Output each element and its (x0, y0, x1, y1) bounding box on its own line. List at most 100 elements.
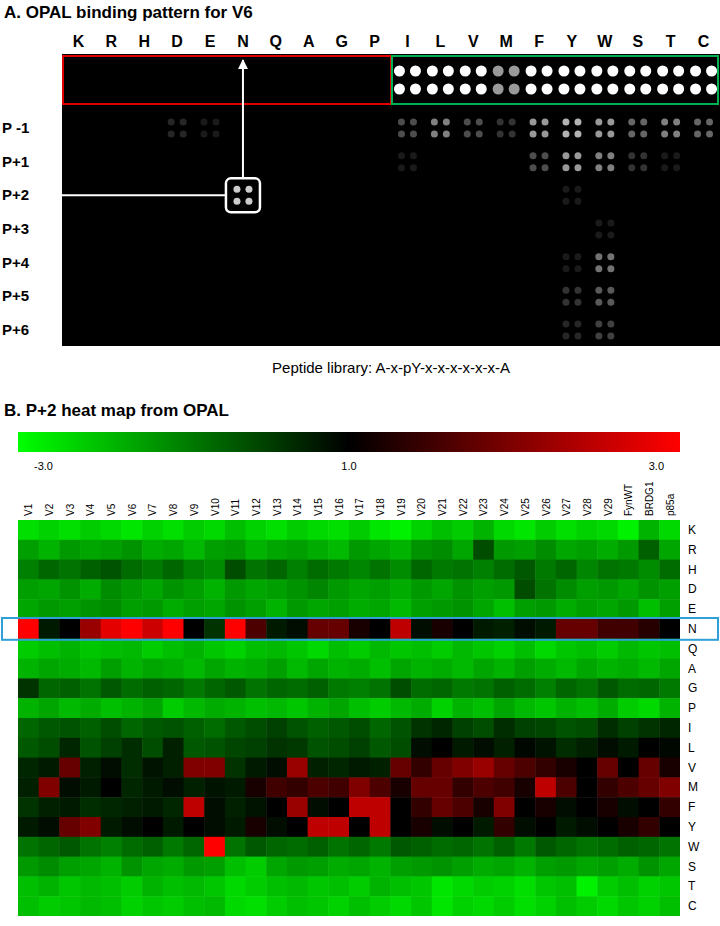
spot (69, 220, 76, 227)
spot (673, 321, 680, 328)
cell (163, 659, 184, 679)
cell (494, 896, 515, 916)
spot (476, 287, 483, 294)
cell (349, 579, 370, 599)
cell (101, 579, 122, 599)
spot (464, 299, 471, 306)
cell (80, 560, 101, 580)
cell (59, 579, 80, 599)
spot (574, 164, 581, 171)
cell (577, 579, 598, 599)
spot (607, 299, 614, 306)
column-label: I (405, 33, 409, 50)
column-label: V8 (168, 503, 179, 516)
cell (101, 797, 122, 817)
cell (515, 857, 536, 877)
spot (147, 84, 158, 95)
spot (102, 333, 109, 340)
cell (597, 837, 618, 857)
spot (443, 186, 450, 193)
cell (494, 797, 515, 817)
spot (168, 265, 175, 272)
spot (278, 299, 285, 306)
cell (308, 738, 329, 758)
column-label: G (335, 33, 347, 50)
spot (299, 220, 306, 227)
spot (344, 164, 351, 171)
spot (365, 253, 372, 260)
spot (147, 131, 154, 138)
cell (266, 599, 287, 619)
cell (18, 659, 39, 679)
cell (308, 579, 329, 599)
spot (410, 299, 417, 306)
spot (311, 119, 318, 126)
cell (452, 659, 473, 679)
row-label: P+1 (2, 153, 29, 170)
cell (515, 718, 536, 738)
spot (168, 299, 175, 306)
cell (101, 560, 122, 580)
cell (225, 560, 246, 580)
spot (69, 119, 76, 126)
cell (163, 876, 184, 896)
cell (411, 619, 432, 639)
spot (574, 198, 581, 205)
cell (473, 579, 494, 599)
cell (659, 896, 680, 916)
spot (595, 232, 602, 239)
spot (278, 164, 285, 171)
spot (180, 333, 187, 340)
spot (180, 321, 187, 328)
cell (639, 659, 660, 679)
cell (266, 639, 287, 659)
spot (213, 220, 220, 227)
cell (473, 738, 494, 758)
spot (410, 287, 417, 294)
spot (595, 164, 602, 171)
row-label: P (688, 701, 696, 715)
cell (225, 659, 246, 679)
spot (147, 164, 154, 171)
spot (398, 164, 405, 171)
spot (427, 84, 438, 95)
colorbar-tick-label: 1.0 (341, 460, 356, 472)
row-label: W (688, 840, 700, 854)
spot (497, 265, 504, 272)
spot (694, 164, 701, 171)
column-label: V7 (147, 503, 158, 516)
spot (562, 321, 569, 328)
cell (246, 876, 267, 896)
row-label: A (688, 662, 696, 676)
spot (266, 186, 273, 193)
cell (577, 540, 598, 560)
spot (607, 253, 614, 260)
spot (147, 333, 154, 340)
cell (308, 876, 329, 896)
cell (308, 777, 329, 797)
spot (266, 232, 273, 239)
spot (147, 152, 154, 159)
spot (365, 321, 372, 328)
spot (114, 186, 121, 193)
cell (204, 698, 225, 718)
spot (377, 321, 384, 328)
spot (640, 152, 647, 159)
spot (168, 198, 175, 205)
cell (577, 837, 598, 857)
spot (443, 84, 454, 95)
cell (556, 876, 577, 896)
cell (618, 520, 639, 540)
cell (535, 817, 556, 837)
spot (377, 164, 384, 171)
cell (18, 540, 39, 560)
cell (59, 540, 80, 560)
cell (515, 738, 536, 758)
cell (246, 817, 267, 837)
spot (509, 253, 516, 260)
spot (530, 321, 537, 328)
spot (476, 186, 483, 193)
cell (39, 560, 60, 580)
spot (464, 287, 471, 294)
spot (398, 333, 405, 340)
